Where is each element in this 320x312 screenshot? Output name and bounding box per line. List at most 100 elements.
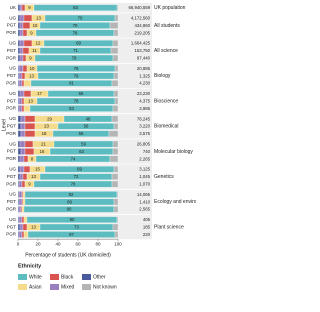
value-label: 13	[28, 99, 33, 104]
bar-segment	[19, 90, 25, 97]
bar-segment	[112, 105, 119, 112]
bar-segment	[24, 123, 36, 130]
value-label: 63	[79, 149, 84, 154]
bar-segment	[21, 80, 25, 87]
y-tick-label: UG	[9, 217, 16, 222]
bar-segment	[21, 231, 25, 238]
bar-segment	[113, 166, 119, 173]
value-label: 9	[28, 5, 31, 10]
bar-segment	[17, 173, 21, 180]
n-label: 219,205	[134, 30, 150, 35]
n-label: 78,245	[137, 116, 151, 121]
bar-segment	[113, 90, 119, 97]
x-tick-label: 100	[114, 241, 122, 246]
y-tick-label: UG	[9, 40, 16, 45]
legend-swatch	[82, 274, 91, 280]
bar-segment	[113, 29, 119, 37]
y-tick-label: PGT	[7, 73, 17, 78]
bar-segment	[22, 198, 26, 206]
n-label: 23,230	[137, 91, 151, 96]
value-label: 78	[74, 99, 79, 104]
bar-segment	[21, 206, 25, 213]
bar-segment	[114, 231, 119, 238]
bar-segment	[23, 216, 28, 223]
n-label: 4,230	[139, 81, 150, 86]
bar-segment	[18, 216, 23, 223]
value-label: 92	[69, 192, 74, 197]
y-tick-label: PGR	[6, 106, 17, 111]
bar-segment	[109, 22, 119, 29]
bar-segment	[18, 80, 23, 87]
bar-segment	[17, 40, 21, 47]
y-tick-label: PGR	[6, 181, 17, 186]
bar-segment	[18, 191, 23, 198]
value-label: 13	[29, 73, 34, 78]
bar-segment	[23, 90, 32, 97]
group-label: Ecology and environment	[154, 199, 196, 205]
y-tick-label: PGR	[6, 131, 17, 136]
bar-segment	[111, 180, 119, 188]
bar-segment	[20, 130, 26, 137]
bar-segment	[111, 173, 119, 180]
bar-segment	[113, 72, 119, 80]
value-label: 78	[74, 66, 79, 71]
n-label: 1,664,425	[131, 41, 151, 46]
bar-segment	[19, 47, 24, 54]
legend-swatch	[50, 274, 59, 280]
value-label: 78	[73, 30, 78, 35]
y-tick-label: PGT	[7, 174, 17, 179]
bar-segment	[18, 198, 23, 206]
bar-segment	[113, 206, 119, 213]
bar-segment	[17, 115, 22, 123]
bar-segment	[23, 231, 29, 238]
value-label: 9	[30, 30, 33, 35]
x-tick-label: 20	[35, 241, 41, 246]
value-label: 72	[74, 174, 79, 179]
n-label: 14,065	[137, 192, 151, 197]
n-label: 3,575	[139, 131, 150, 136]
bar-segment	[109, 155, 119, 163]
bar-segment	[113, 123, 119, 130]
value-label: 70	[78, 16, 83, 21]
n-label: 26,805	[137, 142, 151, 147]
value-label: 73	[74, 225, 79, 230]
bar-segment	[20, 115, 26, 123]
value-label: 90	[67, 207, 72, 212]
n-label: 1,070	[139, 182, 150, 187]
bar-segment	[116, 216, 119, 223]
value-label: 69	[77, 167, 82, 172]
bar-segment	[17, 123, 22, 130]
bar-segment	[19, 173, 24, 180]
bar-segment	[111, 115, 119, 123]
n-label: 1,410	[139, 199, 150, 204]
bar-segment	[23, 155, 29, 163]
value-label: 21	[41, 142, 46, 147]
value-label: 76	[74, 73, 79, 78]
x-tick-label: 40	[55, 241, 61, 246]
bar-segment	[18, 105, 23, 112]
bar-segment	[17, 22, 21, 29]
value-label: 74	[71, 156, 76, 161]
bar-segment	[112, 54, 119, 62]
bar-segment	[17, 148, 22, 155]
bar-segment	[22, 29, 28, 37]
y-tick-label: UG	[9, 91, 16, 96]
bar-segment	[19, 29, 24, 37]
n-label: 434,860	[134, 23, 150, 28]
bar-segment	[18, 180, 23, 188]
bar-segment	[17, 29, 21, 37]
bar-segment	[112, 223, 119, 231]
y-tick-label: PGR	[6, 232, 17, 237]
x-axis-label: Percentage of students (UK domiciled)	[25, 252, 111, 258]
bar-segment	[22, 22, 31, 29]
group-label: UK population	[154, 5, 186, 11]
bar-segment	[23, 105, 31, 112]
value-label: 83	[73, 5, 78, 10]
bar-segment	[21, 180, 26, 188]
n-label: 3,985	[139, 106, 150, 111]
bar-segment	[108, 130, 119, 137]
bar-segment	[23, 40, 33, 47]
bar-segment	[19, 155, 25, 163]
y-tick-label: PGR	[6, 206, 17, 211]
n-label: 1,325	[139, 73, 150, 78]
